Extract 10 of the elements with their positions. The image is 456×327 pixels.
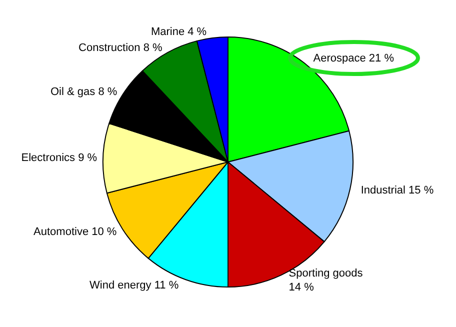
slice-label: Electronics 9 % [21,152,98,164]
slice-label: Automotive 10 % [34,226,117,238]
slice-label: Marine 4 % [150,26,207,38]
data-label: 14 % [288,282,314,294]
slice-label: Wind energy 11 % [90,279,179,292]
slice-label: Sporting goods [288,268,364,280]
slice-label: Construction 8 % [78,42,163,54]
slice-label: Oil & gas 8 % [50,86,118,98]
slice-label: Industrial 15 % [360,184,434,197]
slice-label: Aerospace 21 % [313,52,394,64]
